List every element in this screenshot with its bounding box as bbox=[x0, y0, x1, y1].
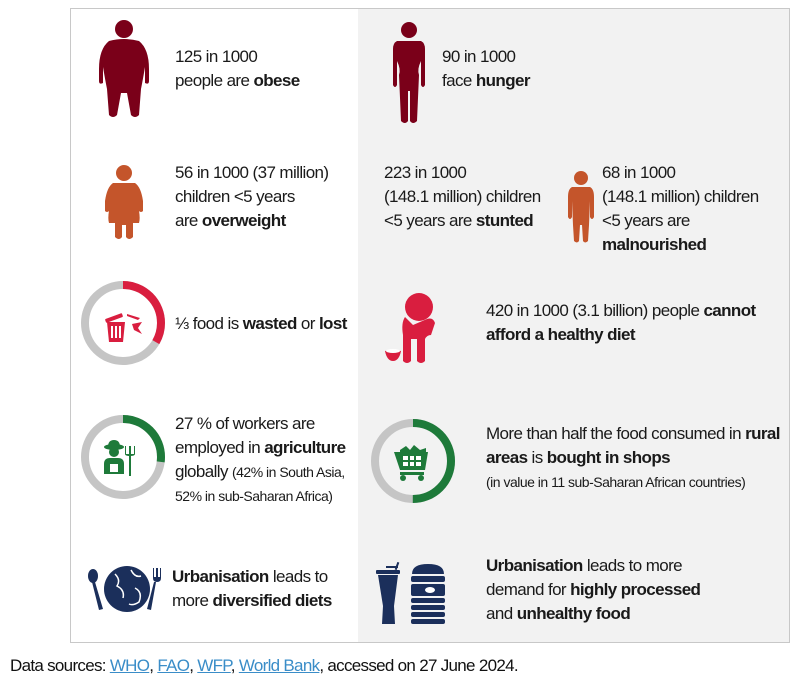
link-who[interactable]: WHO bbox=[109, 656, 150, 675]
malnourished-subject: (148.1 million) children bbox=[602, 187, 759, 206]
stat-overweight: 56 in 1000 (37 million) children <5 year… bbox=[175, 161, 329, 233]
obese-count: 125 in 1000 bbox=[175, 47, 258, 66]
footer-separator: , bbox=[189, 656, 198, 675]
processed-keyword: highly processed bbox=[570, 580, 701, 599]
link-fao[interactable]: FAO bbox=[157, 656, 190, 675]
thin-person-icon bbox=[393, 22, 425, 123]
diversified-connector: leads to bbox=[268, 567, 328, 586]
obese-label: people are bbox=[175, 71, 254, 90]
shops-keyword-rural: rural bbox=[745, 424, 780, 443]
malnourished-count: 68 in 1000 bbox=[602, 163, 676, 182]
trash-bin-icon bbox=[105, 313, 142, 342]
hunger-label: face bbox=[442, 71, 476, 90]
processed-label-2: and bbox=[486, 604, 517, 623]
stat-agriculture: 27 % of workers are employed in agricult… bbox=[175, 412, 346, 508]
stat-stunted: 223 in 1000 (148.1 million) children <5 … bbox=[384, 161, 541, 233]
stunted-subject: (148.1 million) children bbox=[384, 187, 541, 206]
shopping-cart-icon bbox=[394, 445, 428, 481]
globe-spoon-fork-icon bbox=[88, 566, 161, 612]
overweight-subject: children <5 years bbox=[175, 187, 295, 206]
stat-shops: More than half the food consumed in rura… bbox=[486, 422, 780, 494]
processed-connector: leads to more bbox=[582, 556, 683, 575]
link-wfp[interactable]: WFP bbox=[197, 656, 231, 675]
stat-processed: Urbanisation leads to more demand for hi… bbox=[486, 554, 701, 626]
overweight-keyword: overweight bbox=[201, 211, 286, 230]
stat-obese: 125 in 1000 people are obese bbox=[175, 45, 300, 93]
agriculture-regional-note-2: 52% in sub-Saharan Africa) bbox=[175, 488, 333, 504]
overweight-label: are bbox=[175, 211, 202, 230]
overweight-child-icon bbox=[105, 165, 143, 239]
waste-ring-chart bbox=[81, 281, 165, 365]
diversified-keyword-urbanisation: Urbanisation bbox=[172, 567, 269, 586]
agriculture-ring-chart bbox=[81, 415, 165, 499]
child-icon bbox=[568, 171, 594, 243]
shops-note: (in value in 11 sub-Saharan African coun… bbox=[486, 474, 746, 490]
waste-keyword-lost: lost bbox=[318, 314, 347, 333]
obese-keyword: obese bbox=[253, 71, 300, 90]
malnourished-label: <5 years are bbox=[602, 211, 690, 230]
data-sources-footer: Data sources: WHO, FAO, WFP, World Bank,… bbox=[10, 656, 519, 676]
stunted-count: 223 in 1000 bbox=[384, 163, 467, 182]
footer-suffix: , accessed on 27 June 2024. bbox=[319, 656, 518, 675]
waste-keyword-wasted: wasted bbox=[242, 314, 298, 333]
waste-label: ⅓ food is bbox=[175, 314, 243, 333]
shops-connector: is bbox=[527, 448, 547, 467]
stat-malnourished: 68 in 1000 (148.1 million) children <5 y… bbox=[602, 161, 789, 257]
footer-prefix: Data sources: bbox=[10, 656, 110, 675]
link-world-bank[interactable]: World Bank bbox=[238, 656, 320, 675]
waste-connector: or bbox=[296, 314, 319, 333]
agriculture-scope: globally bbox=[175, 462, 232, 481]
unhealthy-keyword: unhealthy food bbox=[516, 604, 631, 623]
agriculture-keyword: agriculture bbox=[264, 438, 346, 457]
stat-afford: 420 in 1000 (3.1 billion) people cannot … bbox=[486, 299, 756, 347]
stunted-label: <5 years are bbox=[384, 211, 476, 230]
hunger-keyword: hunger bbox=[475, 71, 531, 90]
afford-keyword-cannot: cannot bbox=[703, 301, 756, 320]
stunted-keyword: stunted bbox=[475, 211, 534, 230]
shops-keyword-bought: bought in shops bbox=[546, 448, 671, 467]
processed-label: demand for bbox=[486, 580, 571, 599]
overweight-count: 56 in 1000 (37 million) bbox=[175, 163, 329, 182]
afford-keyword-diet: afford a healthy diet bbox=[486, 325, 636, 344]
shops-ring-chart bbox=[371, 419, 455, 503]
soda-burger-icon bbox=[376, 562, 445, 624]
stat-waste: ⅓ food is wasted or lost bbox=[175, 312, 347, 336]
afford-label: 420 in 1000 (3.1 billion) people bbox=[486, 301, 704, 320]
footer-separator: , bbox=[230, 656, 239, 675]
stat-diversified: Urbanisation leads to more diversified d… bbox=[172, 565, 332, 613]
hunger-count: 90 in 1000 bbox=[442, 47, 516, 66]
obese-person-icon bbox=[99, 20, 149, 117]
shops-label: More than half the food consumed in bbox=[486, 424, 746, 443]
shops-keyword-areas: areas bbox=[486, 448, 528, 467]
infographic-frame: 125 in 1000 people are obese 90 in 1000 … bbox=[70, 8, 790, 643]
processed-keyword-urbanisation: Urbanisation bbox=[486, 556, 583, 575]
agriculture-count: 27 % of workers are bbox=[175, 414, 315, 433]
diversified-label: more bbox=[172, 591, 213, 610]
footer-separator: , bbox=[149, 656, 158, 675]
stat-hunger: 90 in 1000 face hunger bbox=[442, 45, 530, 93]
hungry-person-bowl-icon bbox=[385, 293, 435, 363]
farmer-pitchfork-icon bbox=[104, 440, 135, 476]
agriculture-regional-note: (42% in South Asia, bbox=[231, 464, 345, 480]
malnourished-keyword: malnourished bbox=[602, 235, 707, 254]
agriculture-label: employed in bbox=[175, 438, 265, 457]
diversified-keyword: diversified diets bbox=[212, 591, 332, 610]
